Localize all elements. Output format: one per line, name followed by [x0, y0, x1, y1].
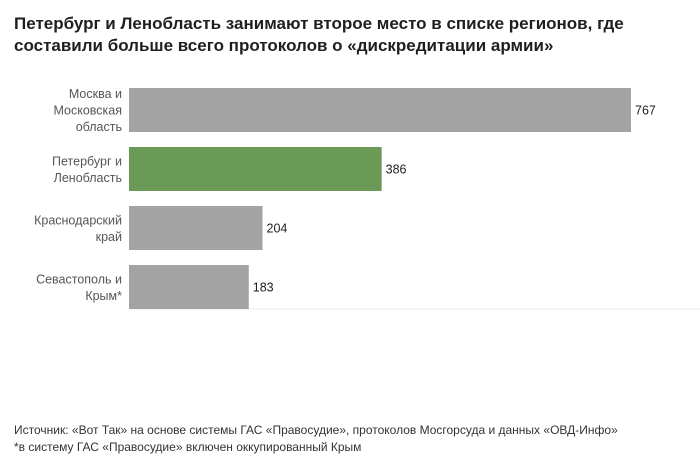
bar-0: [129, 88, 631, 132]
value-labels: 767 386 204 183: [253, 104, 656, 295]
category-label-0: Москва и Московская область: [53, 87, 122, 134]
category-label-1: Петербург и Ленобласть: [52, 154, 122, 185]
category-label-line: край: [96, 230, 122, 244]
footnote: *в систему ГАС «Правосудие» включен окку…: [14, 440, 362, 454]
category-label-line: Москва и: [69, 87, 122, 101]
category-label-line: Московская: [53, 104, 122, 118]
category-label-3: Севастополь и Крым*: [36, 272, 122, 303]
category-label-line: Петербург и: [52, 154, 122, 168]
bars-layer: [129, 88, 631, 309]
bar-1: [129, 147, 382, 191]
chart-title: Петербург и Ленобласть занимают второе м…: [14, 14, 624, 55]
category-label-line: Крым*: [85, 289, 122, 303]
category-label-2: Краснодарский край: [34, 213, 122, 244]
bar-3: [129, 265, 249, 309]
value-label-0: 767: [635, 104, 656, 118]
bar-2: [129, 206, 263, 250]
category-label-line: Севастополь и: [36, 272, 122, 286]
chart-footer: Источник: «Вот Так» на основе системы ГА…: [14, 422, 690, 456]
category-label-line: Краснодарский: [34, 213, 122, 227]
category-labels: Москва и Московская область Петербург и Лено…: [34, 87, 122, 303]
value-label-2: 204: [267, 222, 288, 236]
bar-chart: Москва и Московская область Петербург и Лено…: [34, 87, 700, 310]
source-note: Источник: «Вот Так» на основе системы ГА…: [14, 423, 618, 437]
category-label-line: Ленобласть: [54, 171, 122, 185]
category-label-line: область: [76, 120, 122, 134]
value-label-1: 386: [386, 163, 407, 177]
value-label-3: 183: [253, 281, 274, 295]
